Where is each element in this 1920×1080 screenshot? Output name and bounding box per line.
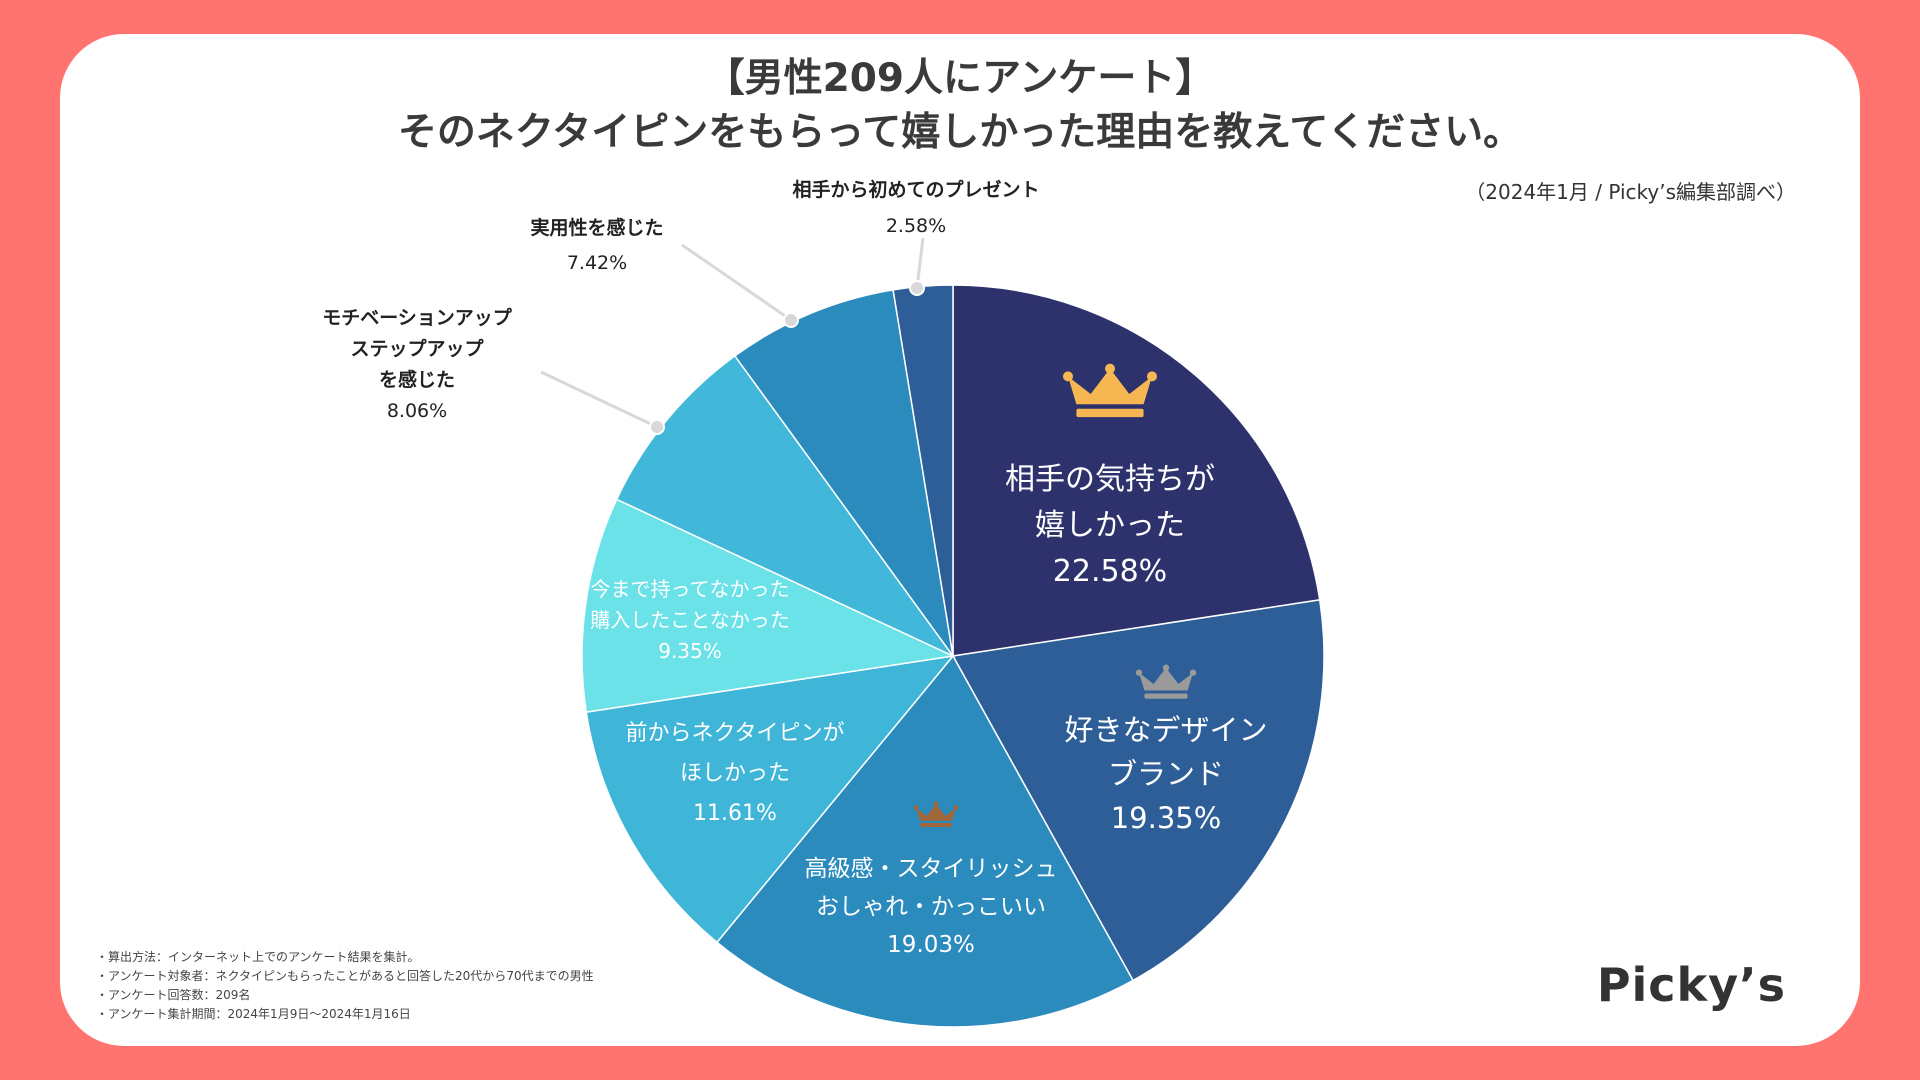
pie-slice	[951, 599, 1325, 982]
crown-jewel-icon	[933, 801, 939, 807]
crown-base-icon	[1076, 408, 1144, 418]
pie-slices	[581, 284, 1325, 1028]
slice-category-label: 嬉しかった	[1035, 508, 1185, 543]
pie-slice	[733, 289, 954, 657]
slice-category-label: を感じた	[379, 368, 455, 391]
slice-value-label: 9.35%	[658, 639, 722, 663]
note-line: ・アンケート集計期間：2024年1月9日〜2024年1月16日	[96, 1007, 411, 1021]
chart-title: 【男性209人にアンケート】 そのネクタイピンをもらって嬉しかった理由を教えてく…	[60, 52, 1860, 160]
crown-jewel-icon	[953, 805, 959, 810]
slice-value-label: 22.58%	[1053, 554, 1167, 589]
slice-value-label: 11.61%	[693, 801, 777, 826]
slice-category-label: 相手から初めてのプレゼント	[792, 178, 1039, 201]
slice-category-label: ほしかった	[680, 761, 790, 786]
slice-category-label: おしゃれ・かっこいい	[816, 894, 1046, 920]
source-note: （2024年1月 / Picky’s編集部調べ）	[1465, 180, 1796, 204]
slice-value-label: 2.58%	[886, 215, 946, 237]
note-line: ・アンケート回答数：209名	[96, 988, 251, 1002]
title-line-2: そのネクタイピンをもらって嬉しかった理由を教えてください。	[397, 110, 1523, 155]
slice-category-label: ブランド	[1108, 757, 1224, 791]
callout-dot	[649, 419, 665, 435]
pie-slice	[615, 354, 956, 658]
slice-category-label: 購入したことなかった	[590, 608, 789, 632]
crown-bronze-icon	[916, 803, 956, 821]
callout-dot	[909, 280, 925, 296]
crown-gold-icon	[1068, 368, 1152, 405]
callout-dot	[783, 312, 799, 328]
survey-notes: ・算出方法：インターネット上でのアンケート結果を集計。 ・アンケート対象者：ネク…	[96, 948, 594, 1024]
crown-base-icon	[920, 823, 952, 827]
slice-category-label: ステップアップ	[350, 337, 484, 360]
pie-slice	[585, 654, 955, 944]
callout-leaders	[540, 237, 925, 435]
slice-value-label: 8.06%	[387, 400, 447, 422]
crown-jewel-icon	[913, 805, 919, 810]
note-line: ・算出方法：インターネット上でのアンケート結果を集計。	[96, 950, 420, 964]
pie-slice	[581, 498, 956, 713]
crown-jewel-icon	[1162, 664, 1170, 671]
crown-base-icon	[1144, 693, 1188, 699]
callout-leader-line	[915, 237, 925, 289]
pie-slice	[952, 284, 1321, 657]
slice-category-label: モチベーションアップ	[322, 306, 513, 329]
rank-crowns	[913, 363, 1197, 827]
slice-value-label: 19.35%	[1111, 801, 1222, 835]
callout-leader-line	[540, 370, 658, 429]
slice-category-label: 前からネクタイピンが	[625, 721, 844, 746]
crown-silver-icon	[1139, 667, 1193, 691]
slice-category-label: 好きなデザイン	[1064, 713, 1267, 747]
pie-slice	[715, 654, 1135, 1028]
slice-value-label: 7.42%	[567, 252, 627, 274]
title-line-1: 【男性209人にアンケート】	[705, 56, 1215, 101]
crown-jewel-icon	[1189, 669, 1197, 676]
brand-logo: Picky’s	[1596, 958, 1786, 1012]
slice-category-label: 高級感・スタイリッシュ	[805, 856, 1058, 882]
slice-value-label: 19.03%	[887, 932, 975, 958]
card: 【男性209人にアンケート】 そのネクタイピンをもらって嬉しかった理由を教えてく…	[60, 34, 1860, 1046]
slice-category-label: 実用性を感じた	[530, 216, 663, 239]
note-line: ・アンケート対象者：ネクタイピンもらったことがあると回答した20代から70代まで…	[96, 969, 594, 983]
slice-category-label: 今まで持ってなかった	[591, 577, 790, 601]
crown-jewel-icon	[1135, 669, 1143, 676]
slice-category-label: 相手の気持ちが	[1005, 462, 1215, 497]
crown-jewel-icon	[1105, 363, 1115, 374]
crown-jewel-icon	[1147, 371, 1157, 382]
callout-leader-line	[681, 243, 792, 322]
crown-jewel-icon	[1063, 371, 1073, 382]
